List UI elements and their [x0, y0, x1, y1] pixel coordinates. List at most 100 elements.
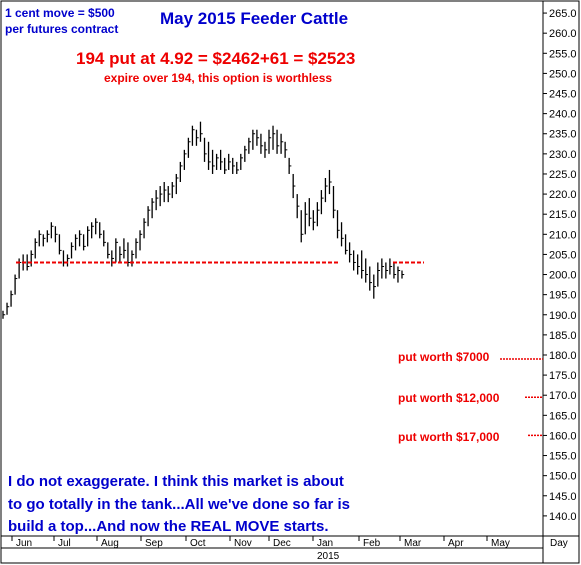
price-bar	[70, 242, 74, 259]
y-tick-label: 215.0	[549, 209, 577, 221]
x-tick-label: Apr	[448, 538, 464, 549]
price-bar	[240, 153, 243, 170]
price-bar	[103, 230, 106, 247]
price-bar	[272, 125, 276, 150]
price-bar	[268, 129, 272, 154]
price-bar	[264, 141, 268, 158]
y-tick-label: 150.0	[549, 471, 577, 483]
price-bar	[215, 153, 219, 170]
price-bar	[2, 310, 6, 319]
y-tick-label: 190.0	[549, 310, 577, 322]
y-tick-label: 160.0	[549, 430, 577, 442]
price-bar	[171, 182, 175, 199]
y-tick-label: 175.0	[549, 370, 577, 382]
price-bar	[228, 153, 231, 170]
price-bar	[167, 186, 171, 203]
y-tick-label: 240.0	[549, 109, 577, 121]
comment-line1: I do not exaggerate. I think this market…	[8, 473, 344, 490]
y-tick-label: 170.0	[549, 390, 577, 402]
price-bar	[155, 190, 159, 211]
y-tick-label: 225.0	[549, 169, 577, 181]
price-bar	[304, 202, 308, 235]
price-bar	[312, 210, 316, 231]
price-bar	[139, 230, 143, 251]
price-bar	[361, 250, 364, 279]
price-bar	[26, 254, 30, 271]
price-bar	[381, 258, 385, 279]
price-bar	[244, 145, 248, 162]
price-bar	[111, 250, 115, 267]
price-bar	[86, 226, 90, 247]
x-unit-label: Day	[550, 538, 568, 549]
price-bar	[236, 161, 239, 174]
price-bar	[357, 254, 360, 275]
price-bar	[336, 210, 340, 239]
y-tick-label: 265.0	[549, 8, 577, 20]
comment-line3: build a top...And now the REAL MOVE star…	[8, 518, 329, 535]
price-bar	[248, 137, 252, 154]
price-bar	[135, 238, 139, 259]
price-bar	[280, 133, 284, 154]
x-tick-label: Sep	[145, 538, 163, 549]
y-tick-label: 185.0	[549, 330, 577, 342]
price-bar	[46, 230, 50, 243]
y-tick-label: 205.0	[549, 249, 577, 261]
annotation-expire: expire over 194, this option is worthles…	[104, 71, 332, 85]
y-tick-label: 230.0	[549, 149, 577, 161]
price-bar	[348, 242, 352, 263]
price-bar	[389, 258, 393, 275]
price-bar	[211, 149, 215, 174]
price-bar	[42, 234, 46, 247]
y-axis: 140.0 145.0 150.0 155.0 160.0 165.0 170.0 175.0…	[543, 8, 577, 523]
annotation-put-7000: put worth $7000	[398, 350, 490, 364]
price-bar	[175, 173, 179, 195]
x-tick-label: Dec	[273, 538, 291, 549]
y-tick-label: 220.0	[549, 189, 577, 201]
price-bar	[328, 169, 332, 195]
y-tick-label: 165.0	[549, 410, 577, 422]
price-bar	[369, 266, 372, 291]
price-bar	[107, 242, 110, 259]
price-bar	[151, 198, 155, 219]
price-bar	[78, 230, 82, 247]
price-bar	[296, 194, 300, 219]
price-bar	[332, 186, 336, 219]
y-tick-label: 145.0	[549, 491, 577, 503]
y-tick-label: 255.0	[549, 48, 577, 60]
y-tick-label: 195.0	[549, 290, 577, 302]
annotation-leaders	[500, 358, 543, 437]
price-bar	[143, 218, 147, 239]
price-bar	[66, 254, 70, 267]
price-bar	[163, 182, 167, 203]
price-bar	[308, 198, 312, 227]
price-bar	[401, 270, 405, 279]
annotation-put-12000: put worth $12,000	[398, 391, 500, 405]
y-tick-label: 140.0	[549, 511, 577, 523]
price-bar	[187, 137, 191, 158]
price-bar	[288, 157, 292, 174]
price-bar	[340, 222, 344, 247]
price-bar	[397, 266, 401, 283]
price-bar	[74, 234, 78, 251]
price-bar	[252, 129, 256, 150]
price-bar	[54, 226, 58, 243]
x-tick-label: Jan	[317, 538, 333, 549]
price-bar	[276, 129, 280, 154]
price-bar	[292, 173, 296, 199]
price-bar	[91, 222, 94, 239]
price-bar	[224, 157, 227, 174]
x-tick-label: Oct	[190, 538, 206, 549]
price-bar	[119, 246, 123, 263]
price-bar	[207, 141, 211, 170]
price-bar	[58, 234, 62, 255]
y-tick-label: 200.0	[549, 270, 577, 282]
y-tick-label: 245.0	[549, 89, 577, 101]
price-bar	[34, 238, 38, 259]
price-bar	[260, 133, 264, 154]
y-tick-label: 210.0	[549, 229, 577, 241]
price-bar	[203, 137, 207, 162]
price-bar	[30, 250, 34, 267]
price-bar	[183, 149, 187, 170]
price-bar	[300, 210, 304, 243]
price-bar	[377, 262, 381, 287]
